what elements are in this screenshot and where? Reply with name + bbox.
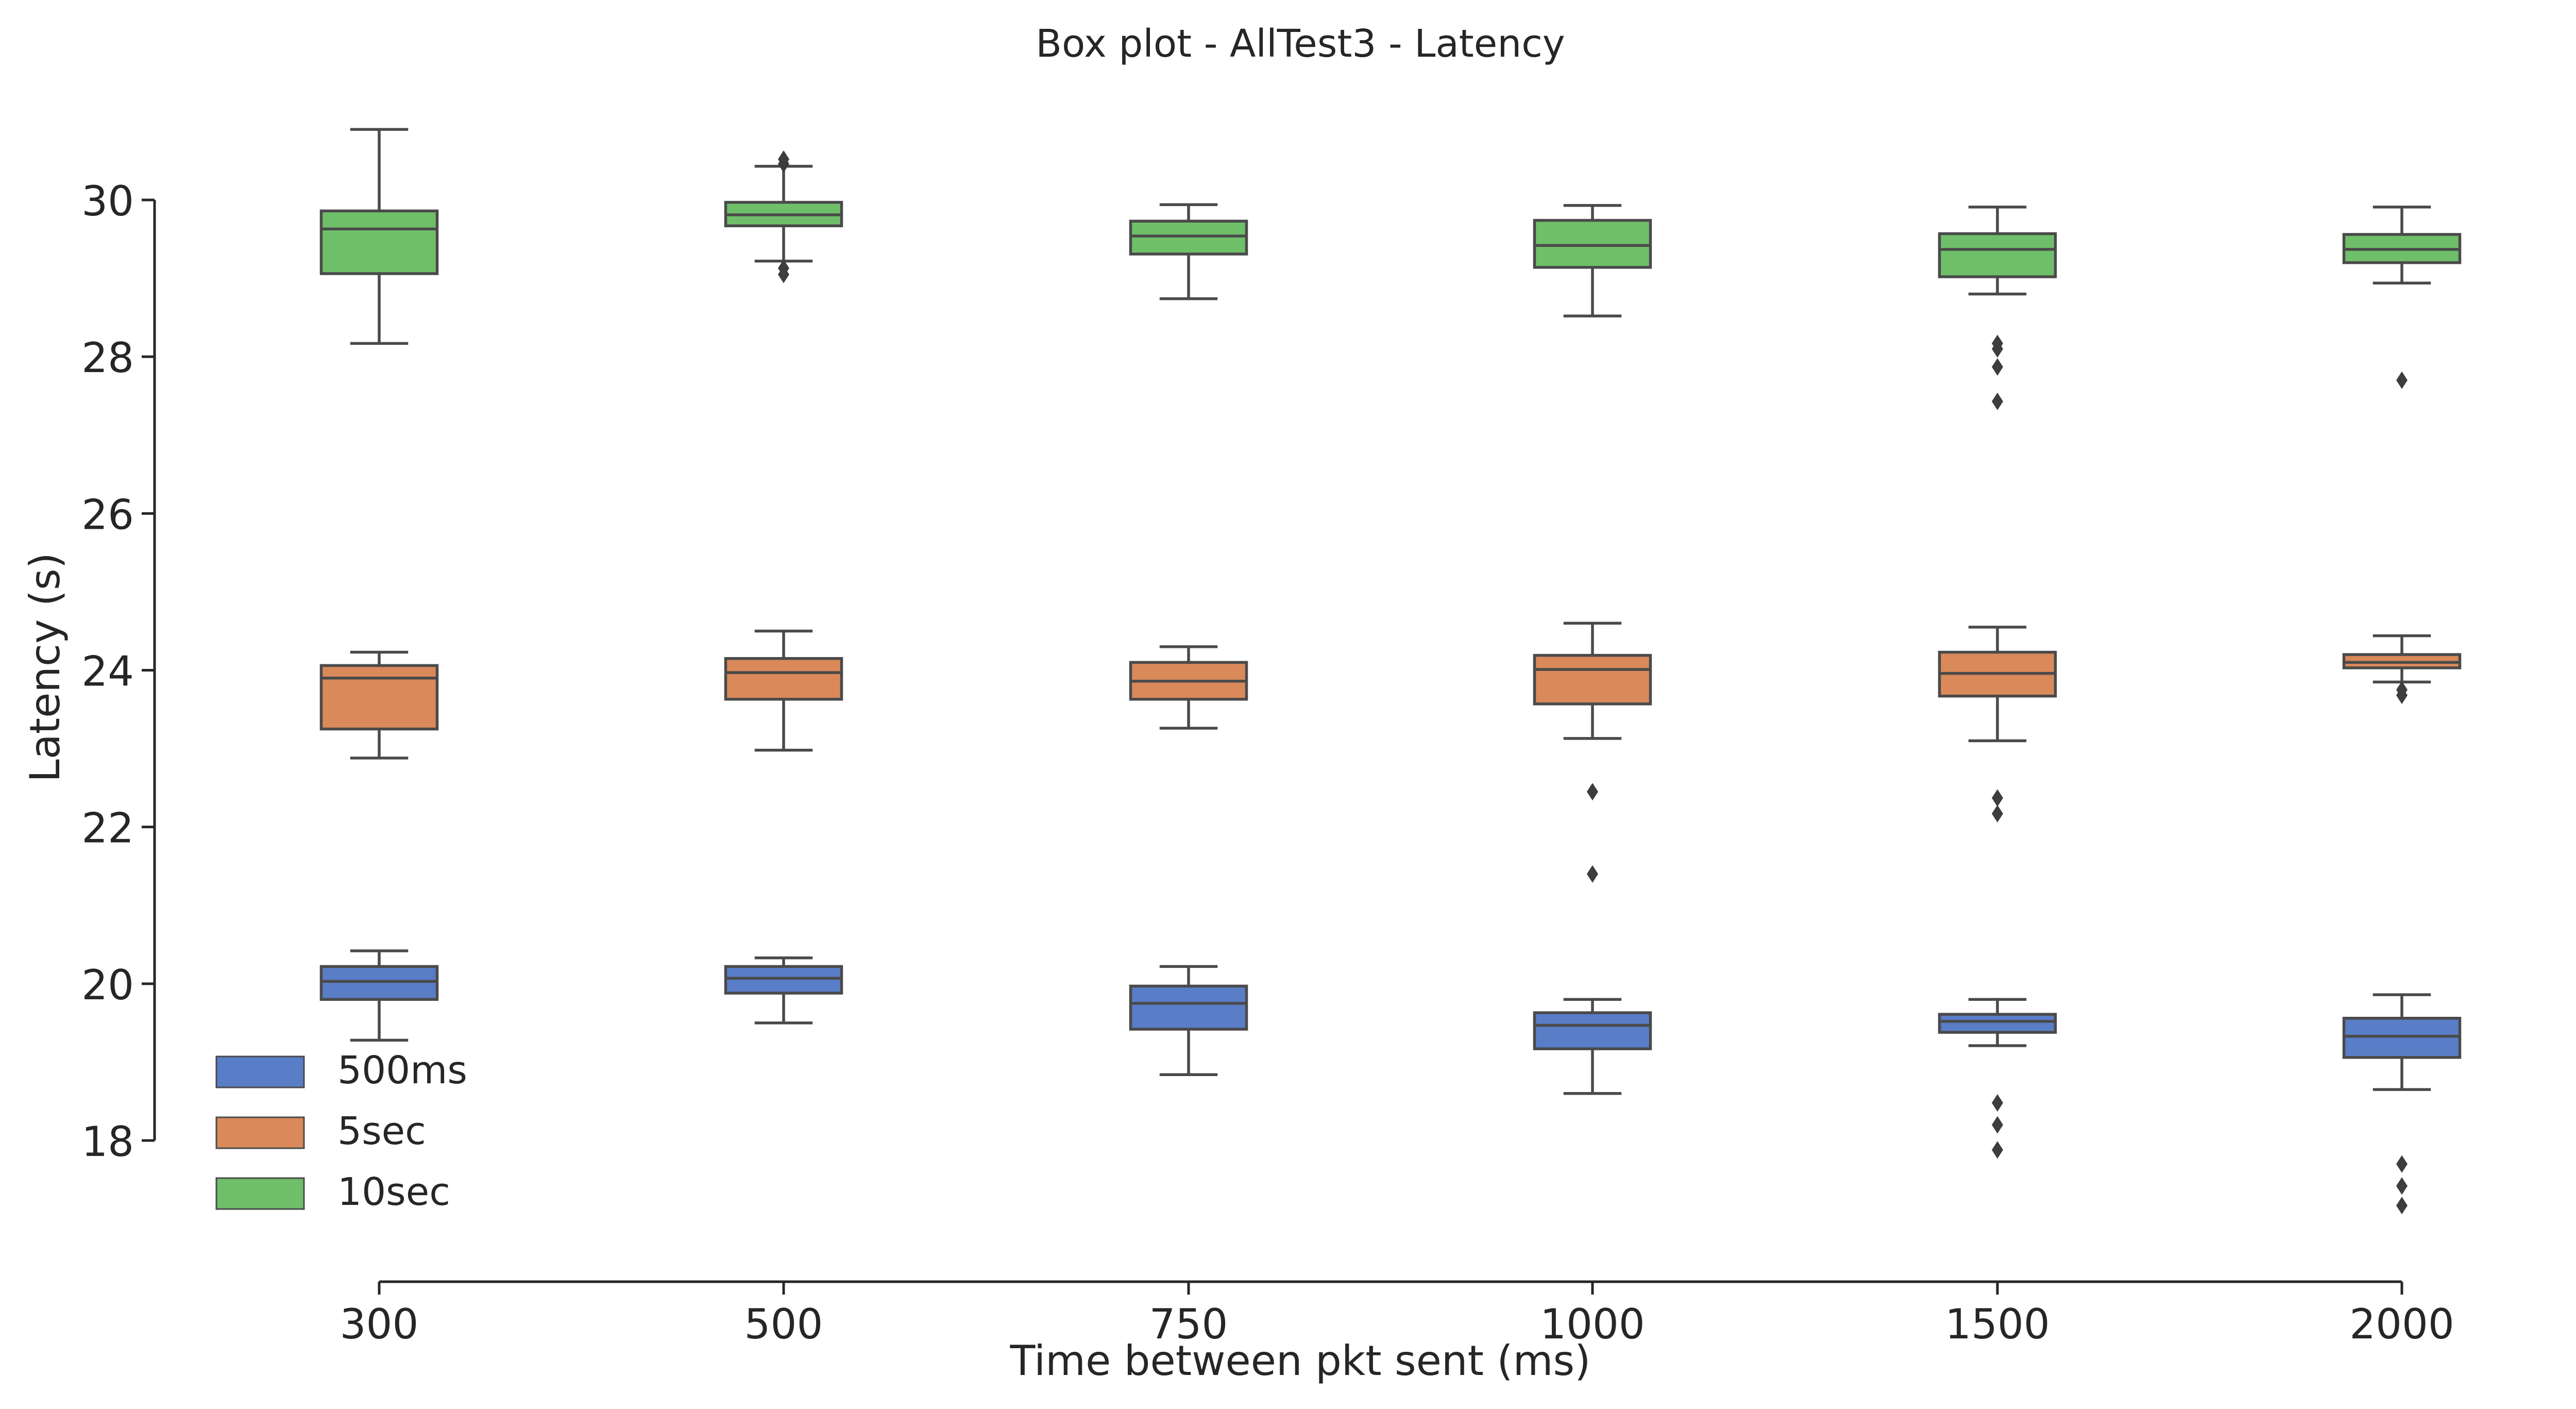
box-500ms-750 <box>1129 965 1248 1076</box>
legend-swatch-10sec <box>215 1177 305 1210</box>
outlier-point <box>1992 1094 2003 1112</box>
iqr-box <box>319 209 439 275</box>
outlier-point <box>1992 358 2003 376</box>
legend-label-500ms: 500ms <box>337 1048 467 1093</box>
legend-swatch-5sec <box>215 1116 305 1149</box>
legend-label-10sec: 10sec <box>337 1170 450 1214</box>
y-tick-label: 30 <box>81 177 134 225</box>
y-axis-label: Latency (s) <box>21 552 69 782</box>
iqr-box <box>319 965 439 1001</box>
outlier-point <box>2396 1155 2408 1173</box>
legend-label-5sec: 5sec <box>337 1109 426 1153</box>
box-500ms-300 <box>319 949 439 1042</box>
box-10sec-1500 <box>1938 205 2057 410</box>
x-tick-label: 1000 <box>1540 1300 1645 1348</box>
outlier-point <box>2396 1177 2408 1195</box>
box-5sec-1500 <box>1938 626 2057 823</box>
y-tick-label: 24 <box>81 648 134 696</box>
iqr-box <box>2342 1017 2462 1059</box>
legend: 500ms 5sec 10sec <box>215 1048 467 1214</box>
box-5sec-500 <box>724 629 843 752</box>
y-tick-label: 18 <box>81 1118 134 1166</box>
outlier-point <box>1587 865 1598 883</box>
outlier-point <box>2396 371 2408 389</box>
y-tick-label: 20 <box>81 961 134 1009</box>
box-5sec-1000 <box>1533 622 1652 883</box>
iqr-box <box>1129 220 1248 256</box>
outlier-point <box>1587 783 1598 801</box>
outlier-point <box>1992 392 2003 410</box>
iqr-box <box>1533 219 1652 269</box>
box-10sec-300 <box>319 128 439 345</box>
outlier-point <box>1992 340 2003 358</box>
chart-title: Box plot - AllTest3 - Latency <box>1036 22 1565 66</box>
iqr-box <box>1938 232 2057 278</box>
boxes-layer <box>319 128 2462 1215</box>
x-tick-label: 500 <box>744 1300 823 1348</box>
box-500ms-1500 <box>1938 998 2057 1159</box>
iqr-box <box>1533 1011 1652 1050</box>
box-5sec-750 <box>1129 645 1248 730</box>
box-5sec-2000 <box>2342 634 2462 704</box>
outlier-point <box>2396 686 2408 704</box>
iqr-box <box>1129 984 1248 1031</box>
outlier-point <box>1992 804 2003 823</box>
box-10sec-500 <box>724 150 843 283</box>
x-tick-label: 750 <box>1149 1300 1228 1348</box>
legend-swatch-500ms <box>215 1055 305 1088</box>
iqr-box <box>724 657 843 701</box>
x-tick-label: 2000 <box>2349 1300 2454 1348</box>
box-5sec-300 <box>319 650 439 760</box>
box-10sec-750 <box>1129 203 1248 300</box>
y-tick-label: 22 <box>81 804 134 852</box>
box-500ms-1000 <box>1533 998 1652 1095</box>
box-500ms-2000 <box>2342 993 2462 1215</box>
x-tick-label: 1500 <box>1945 1300 2050 1348</box>
iqr-box <box>724 965 843 995</box>
outlier-point <box>1992 789 2003 807</box>
box-10sec-1000 <box>1533 204 1652 317</box>
y-tick-label: 28 <box>81 334 134 382</box>
outlier-point <box>1992 1141 2003 1159</box>
iqr-box <box>1938 1013 2057 1034</box>
box-10sec-2000 <box>2342 205 2462 389</box>
iqr-box <box>1533 653 1652 706</box>
x-tick-label: 300 <box>340 1300 419 1348</box>
outlier-point <box>778 155 789 173</box>
x-axis-label: Time between pkt sent (ms) <box>1010 1337 1591 1385</box>
box-500ms-500 <box>724 956 843 1025</box>
outlier-point <box>778 265 789 283</box>
y-tick-label: 26 <box>81 491 134 539</box>
iqr-box <box>319 664 439 731</box>
outlier-point <box>1992 1116 2003 1134</box>
axes: 18 20 22 24 26 28 30 300 500 750 1000 1500 2000 <box>81 177 2454 1348</box>
outlier-point <box>2396 1197 2408 1215</box>
